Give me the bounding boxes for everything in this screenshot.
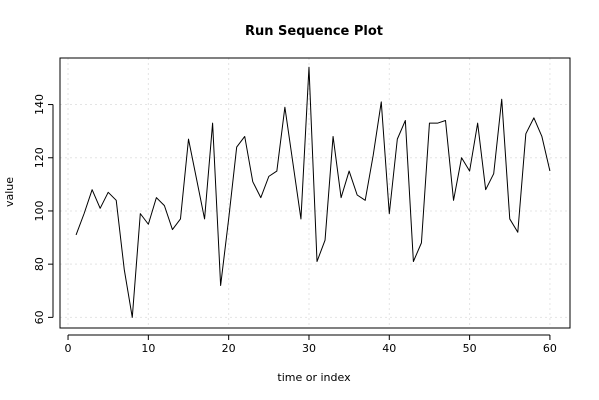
x-tick-label: 60 <box>543 342 557 355</box>
x-tick-label: 0 <box>65 342 72 355</box>
y-axis: 60 80 100 120 140 <box>33 94 54 324</box>
x-tick-label: 50 <box>463 342 477 355</box>
x-tick-label: 20 <box>222 342 236 355</box>
data-series <box>75 66 551 318</box>
x-tick-label: 30 <box>302 342 316 355</box>
grid <box>60 58 570 328</box>
series-line <box>75 66 551 318</box>
chart-title: Run Sequence Plot <box>245 24 383 39</box>
y-axis-label: value <box>3 177 16 207</box>
y-tick-label: 60 <box>33 310 46 324</box>
plot-frame <box>59 57 571 329</box>
y-tick-label: 140 <box>33 94 46 115</box>
y-tick-label: 120 <box>33 147 46 168</box>
x-tick-label: 40 <box>382 342 396 355</box>
x-axis: 0 10 20 30 40 50 60 <box>65 334 557 355</box>
x-tick-label: 10 <box>141 342 155 355</box>
x-axis-label: time or index <box>277 371 351 384</box>
y-tick-label: 100 <box>33 200 46 221</box>
y-tick-label: 80 <box>33 257 46 271</box>
